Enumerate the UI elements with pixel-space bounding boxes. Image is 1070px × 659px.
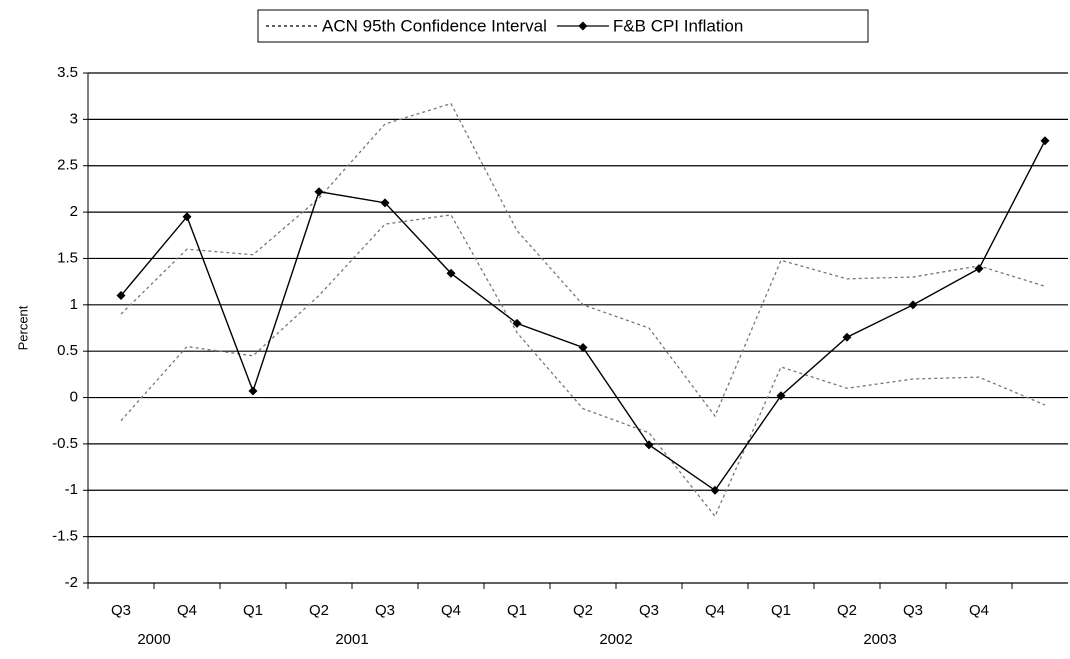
series-line [120, 214, 1046, 518]
marker [842, 332, 852, 342]
x-tick-label: Q2 [573, 602, 593, 619]
x-tick-label: Q4 [177, 602, 197, 619]
x-tick-label: Q2 [837, 602, 857, 619]
group-label: 2000 [137, 631, 170, 648]
y-tick-label: 3 [70, 110, 78, 127]
x-tick-label: Q1 [771, 602, 791, 619]
group-label: 2001 [335, 631, 368, 648]
y-tick-label: -1.5 [52, 528, 78, 545]
x-tick-label: Q1 [243, 602, 263, 619]
marker [710, 485, 720, 495]
legend-label: ACN 95th Confidence Interval [322, 16, 547, 35]
series-line [120, 102, 1046, 418]
marker [974, 264, 984, 274]
y-tick-label: -2 [65, 574, 78, 591]
series-line [120, 140, 1046, 492]
y-tick-label: 2 [70, 203, 78, 220]
marker [182, 212, 192, 222]
legend-label: F&B CPI Inflation [613, 16, 743, 35]
marker [380, 198, 390, 208]
y-tick-label: 1 [70, 296, 78, 313]
group-label: 2002 [599, 631, 632, 648]
marker [644, 440, 654, 450]
y-tick-label: -0.5 [52, 435, 78, 452]
y-tick-label: 2.5 [57, 157, 78, 174]
y-axis-label: Percent [15, 305, 30, 350]
x-tick-label: Q3 [639, 602, 659, 619]
y-tick-label: 0 [70, 389, 78, 406]
x-tick-label: Q2 [309, 602, 329, 619]
marker [314, 187, 324, 197]
x-tick-label: Q3 [111, 602, 131, 619]
marker [578, 342, 588, 352]
y-tick-label: 1.5 [57, 249, 78, 266]
marker [776, 391, 786, 401]
y-tick-label: 0.5 [57, 342, 78, 359]
marker [1040, 136, 1050, 146]
y-tick-label: -1 [65, 481, 78, 498]
x-tick-label: Q4 [969, 602, 989, 619]
marker [248, 386, 258, 396]
marker [446, 268, 456, 278]
x-tick-label: Q4 [705, 602, 725, 619]
x-tick-label: Q3 [903, 602, 923, 619]
group-label: 2003 [863, 631, 896, 648]
marker [512, 318, 522, 328]
marker [578, 21, 588, 31]
marker [116, 291, 126, 301]
x-tick-label: Q3 [375, 602, 395, 619]
marker [908, 300, 918, 310]
x-tick-label: Q1 [507, 602, 527, 619]
y-tick-label: 3.5 [57, 64, 78, 81]
x-tick-label: Q4 [441, 602, 461, 619]
